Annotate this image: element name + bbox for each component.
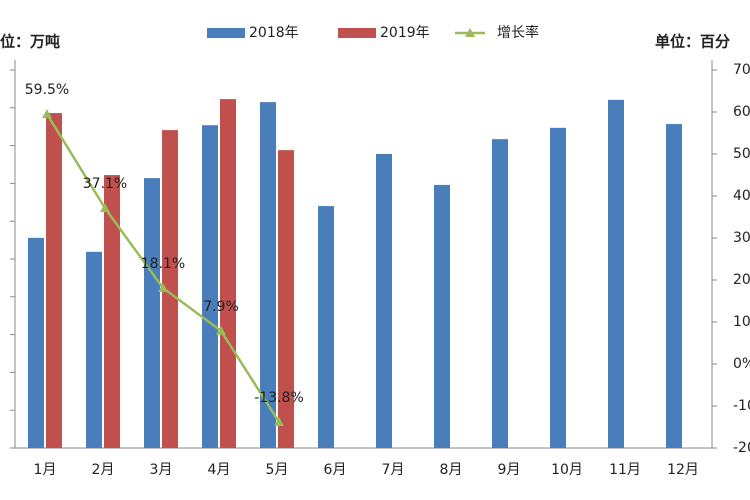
y2-tick-label: 50% — [733, 146, 750, 162]
legend-swatch — [465, 28, 475, 37]
y2-tick-label: 40% — [733, 188, 750, 204]
x-tick-label: 6月 — [324, 462, 347, 478]
x-tick-label: 8月 — [440, 462, 463, 478]
y2-tick-label: -20% — [733, 440, 750, 456]
x-tick-label: 11月 — [609, 462, 641, 478]
y2-tick-label: 10% — [733, 314, 750, 330]
bar — [666, 124, 682, 448]
bar — [220, 99, 236, 448]
line-marker — [42, 109, 52, 119]
data-label: 59.5% — [25, 82, 69, 98]
bar — [376, 153, 392, 448]
bar — [28, 237, 44, 448]
bar — [86, 251, 102, 448]
bar — [608, 99, 624, 448]
legend-label: 2019年 — [380, 25, 430, 41]
x-tick-label: 3月 — [150, 462, 173, 478]
line-marker — [274, 416, 284, 426]
line-marker — [216, 325, 226, 335]
bar — [144, 178, 160, 448]
bar — [46, 113, 62, 448]
x-tick-label: 7月 — [382, 462, 405, 478]
bar — [162, 130, 178, 449]
data-label: -13.8% — [254, 390, 304, 406]
bar — [434, 184, 450, 449]
data-label: 18.1% — [141, 256, 185, 272]
y2-tick-label: 0% — [733, 356, 750, 372]
x-tick-label: 5月 — [266, 462, 289, 478]
x-tick-label: 10月 — [551, 462, 583, 478]
bar — [202, 125, 218, 449]
line-marker — [158, 282, 168, 292]
y2-tick-label: 30% — [733, 230, 750, 246]
y2-tick-label: -10% — [733, 398, 750, 414]
bar — [104, 175, 120, 449]
legend-label: 增长率 — [497, 24, 539, 41]
data-label: 37.1% — [83, 176, 127, 192]
y2-axis-unit: 单位：百分 — [655, 33, 730, 51]
bar — [550, 127, 566, 449]
y2-tick-label: 60% — [733, 104, 750, 120]
bar — [318, 206, 334, 448]
y-axis-unit: 位：万吨 — [0, 33, 60, 51]
legend-swatch — [207, 28, 245, 38]
legend-label: 2018年 — [249, 25, 299, 41]
data-label: 7.9% — [203, 299, 239, 315]
x-tick-label: 1月 — [34, 462, 57, 478]
bar — [492, 139, 508, 448]
line-marker — [100, 203, 110, 213]
x-tick-label: 4月 — [208, 462, 231, 478]
bar — [278, 150, 294, 449]
x-tick-label: 12月 — [667, 462, 699, 478]
bar — [260, 102, 276, 448]
legend-swatch — [338, 28, 376, 38]
y2-tick-label: 70% — [733, 62, 750, 78]
x-tick-label: 2月 — [92, 462, 115, 478]
x-tick-label: 9月 — [498, 462, 521, 478]
y2-tick-label: 20% — [733, 272, 750, 288]
